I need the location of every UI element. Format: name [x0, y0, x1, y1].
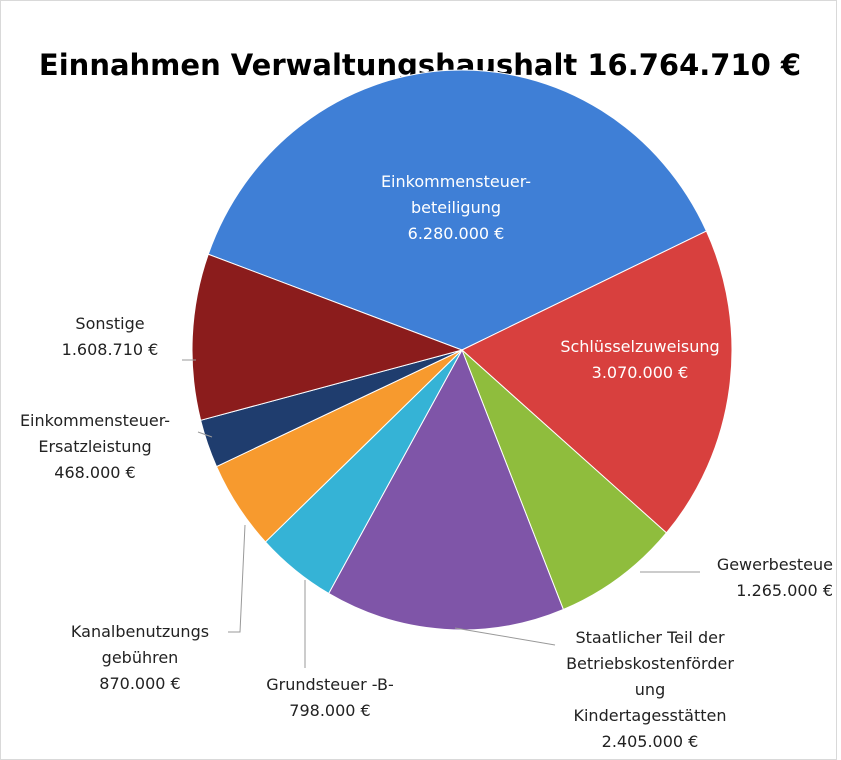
- slice-label: Sonstige: [75, 314, 144, 333]
- label-line: ung: [635, 680, 665, 699]
- label-line: gebühren: [102, 648, 179, 667]
- leader-line: [228, 524, 246, 633]
- slice-label: Schlüsselzuweisung: [560, 337, 719, 356]
- value-label: 870.000 €: [99, 674, 180, 693]
- label-line: Kindertagesstätten: [573, 706, 726, 725]
- label-line: beteiligung: [411, 198, 501, 217]
- value-label: 3.070.000 €: [592, 363, 689, 382]
- pie-slice: [191, 253, 464, 421]
- value-label: 1.265.000 €: [736, 581, 833, 600]
- value-label: 6.280.000 €: [408, 224, 505, 243]
- slice-label: Einkommensteuer- Ersatzleistung: [20, 411, 170, 456]
- leader-line: [454, 627, 556, 646]
- slice-label: Einkommensteuer-beteiligung: [381, 172, 531, 217]
- label-line: Ersatzleistung: [38, 437, 151, 456]
- pie-slice: [328, 348, 565, 631]
- label-line: Einkommensteuer-: [20, 411, 170, 430]
- slice-label: Grundsteuer -B-: [266, 675, 393, 694]
- label-line: Staatlicher Teil der: [575, 628, 725, 647]
- pie-slice: [461, 349, 668, 611]
- value-label: 468.000 €: [54, 463, 135, 482]
- pie-slice: [207, 69, 708, 351]
- slice-label: Staatlicher Teil der Betriebskostenförder…: [566, 628, 734, 725]
- label-line: Einkommensteuer-: [381, 172, 531, 191]
- slice-label: Gewerbesteue: [717, 555, 833, 574]
- value-label: 798.000 €: [289, 701, 370, 720]
- pie-slice: [461, 230, 733, 534]
- slice-label: Kanalbenutzungs gebühren: [71, 622, 209, 667]
- value-label: 1.608.710 €: [62, 340, 159, 359]
- label-line: Kanalbenutzungs: [71, 622, 209, 641]
- label-line: Betriebskostenförder: [566, 654, 734, 673]
- value-label: 2.405.000 €: [602, 732, 699, 751]
- leader-line: [197, 431, 213, 438]
